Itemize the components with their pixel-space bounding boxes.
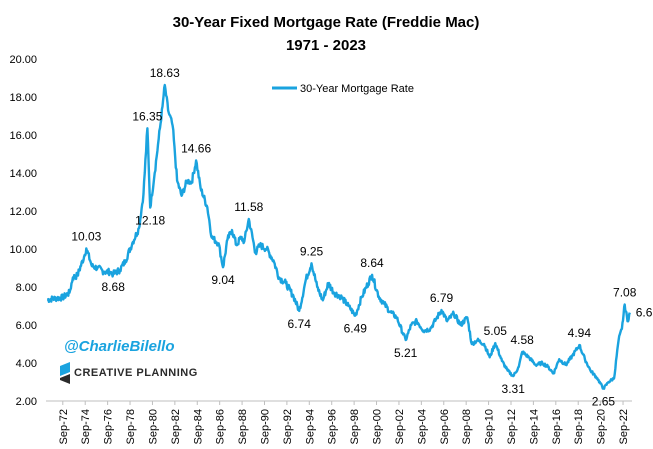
data-label: 12.18: [135, 214, 165, 228]
x-tick-label: Sep-74: [80, 409, 92, 444]
x-tick-label: Sep-72: [58, 409, 70, 444]
data-label: 6.49: [344, 322, 368, 336]
y-tick-label: 8.00: [16, 282, 37, 294]
x-tick-label: Sep-18: [573, 409, 585, 444]
data-label: 18.63: [150, 66, 180, 80]
y-tick-label: 12.00: [9, 206, 37, 218]
x-tick-label: Sep-22: [618, 409, 630, 444]
series-layer: [46, 83, 631, 390]
data-label: 9.25: [300, 244, 324, 258]
y-axis: 2.00 4.00 6.00 8.00 10.00 12.00 14.00 16.00 18.0…: [9, 54, 37, 408]
x-tick-label: Sep-90: [259, 409, 271, 444]
x-tick-label: Sep-78: [125, 409, 137, 444]
x-tick-label: Sep-92: [282, 409, 294, 444]
watermark: @CharlieBilello CREATIVE PLANNING: [60, 338, 198, 384]
y-tick-label: 20.00: [9, 54, 37, 66]
data-label: 5.21: [394, 346, 418, 360]
x-tick-label: Sep-16: [551, 409, 563, 444]
x-tick-label: Sep-12: [506, 409, 518, 444]
data-label: 16.35: [132, 109, 162, 123]
annotation-layer: 10.03 8.68 16.35 12.18 18.63 14.66 9.04 11.58 6.…: [71, 66, 653, 409]
x-tick-label: Sep-02: [394, 409, 406, 444]
x-tick-label: Sep-82: [170, 409, 182, 444]
data-label: 6.79: [430, 291, 454, 305]
y-tick-label: 10.00: [9, 244, 37, 256]
y-tick-label: 18.00: [9, 92, 37, 104]
x-tick-label: Sep-84: [192, 409, 204, 444]
x-tick-label: Sep-76: [103, 409, 115, 444]
y-tick-label: 2.00: [16, 396, 37, 408]
x-tick-label: Sep-08: [461, 409, 473, 444]
data-label: 8.64: [360, 256, 384, 270]
legend-label: 30-Year Mortgage Rate: [300, 83, 414, 95]
creative-planning-logo-icon: [60, 362, 70, 384]
x-tick-label: Sep-98: [349, 409, 361, 444]
y-tick-label: 6.00: [16, 320, 37, 332]
data-label: 9.04: [211, 273, 235, 287]
data-label: 3.31: [502, 382, 526, 396]
x-tick-label: Sep-04: [416, 409, 428, 444]
x-tick-label: Sep-86: [215, 409, 227, 444]
series-line-mortgage-rate: [46, 83, 631, 390]
x-tick-label: Sep-96: [327, 409, 339, 444]
y-tick-label: 4.00: [16, 358, 37, 370]
x-tick-label: Sep-10: [484, 409, 496, 444]
data-label: 4.58: [511, 333, 535, 347]
chart-title: 30-Year Fixed Mortgage Rate (Freddie Mac…: [173, 14, 480, 31]
watermark-handle: @CharlieBilello: [64, 338, 175, 355]
data-label: 6.74: [288, 317, 312, 331]
data-label: 10.03: [71, 229, 101, 243]
x-axis: Sep-72 Sep-74 Sep-76 Sep-78 Sep-80 Sep-82 Sep-…: [46, 400, 632, 444]
x-tick-label: Sep-06: [439, 409, 451, 444]
legend: 30-Year Mortgage Rate: [272, 83, 414, 95]
data-label: 8.68: [102, 280, 126, 294]
y-tick-label: 16.00: [9, 130, 37, 142]
x-tick-label: Sep-00: [372, 409, 384, 444]
data-label: 2.65: [592, 395, 616, 409]
data-label: 5.05: [484, 324, 508, 338]
data-label: 11.58: [234, 200, 263, 214]
x-tick-label: Sep-20: [596, 409, 608, 444]
x-tick-label: Sep-94: [304, 409, 316, 444]
data-label: 4.94: [568, 326, 592, 340]
x-tick-label: Sep-88: [237, 409, 249, 444]
data-label: 7.08: [613, 285, 637, 299]
data-label: 14.66: [181, 141, 211, 155]
watermark-brand: CREATIVE PLANNING: [74, 367, 198, 379]
x-tick-label: Sep-14: [528, 409, 540, 444]
data-label: 6.65: [636, 306, 653, 320]
y-tick-label: 14.00: [9, 168, 37, 180]
chart-subtitle: 1971 - 2023: [286, 37, 366, 54]
x-tick-label: Sep-80: [147, 409, 159, 444]
